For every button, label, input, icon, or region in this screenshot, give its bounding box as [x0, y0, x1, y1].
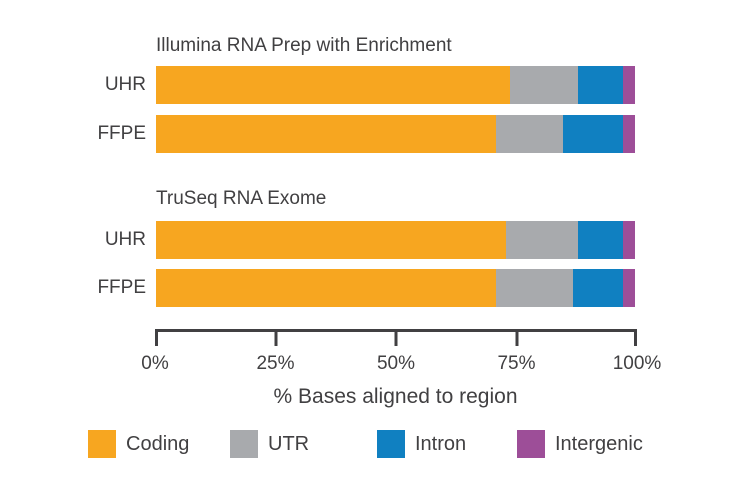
stacked-bar [156, 115, 635, 153]
group-title: Illumina RNA Prep with Enrichment [156, 35, 452, 56]
segment-intron [563, 115, 623, 153]
segment-utr [510, 66, 578, 104]
segment-utr [496, 115, 564, 153]
legend-swatch-coding [88, 430, 116, 458]
segment-intergenic [623, 221, 635, 259]
tick-mark [274, 329, 277, 346]
segment-coding [156, 269, 497, 307]
legend-item-coding: Coding [88, 430, 189, 458]
segment-coding [156, 66, 511, 104]
stacked-bar [156, 66, 635, 104]
legend-swatch-utr [230, 430, 258, 458]
legend-swatch-intron [377, 430, 405, 458]
tick-label: 50% [376, 353, 416, 374]
legend-label: UTR [268, 432, 310, 455]
x-axis [155, 329, 637, 349]
tick-label: 25% [256, 353, 295, 374]
legend-label: Coding [126, 432, 190, 455]
row-label: UHR [104, 229, 146, 250]
tick-label: 0% [141, 353, 169, 374]
segment-coding [156, 221, 506, 259]
stacked-bar [156, 221, 635, 259]
legend-item-intergenic: Intergenic [517, 430, 643, 458]
legend-label: Intron [415, 432, 467, 455]
row-label: UHR [104, 74, 146, 95]
segment-intron [572, 269, 623, 307]
legend-label: Intergenic [555, 432, 643, 455]
row-label: FFPE [97, 123, 146, 144]
segment-utr [505, 221, 578, 259]
group-title: TruSeq RNA Exome [156, 188, 327, 209]
tick-mark [515, 329, 518, 346]
segment-intergenic [622, 269, 635, 307]
legend-swatch-intergenic [517, 430, 545, 458]
tick-label: 100% [612, 353, 662, 374]
segment-coding [156, 115, 497, 153]
row-label: FFPE [97, 277, 146, 298]
segment-intron [577, 66, 623, 104]
segment-intergenic [623, 66, 635, 104]
x-axis-title: % Bases aligned to region [273, 385, 518, 408]
segment-utr [496, 269, 573, 307]
segment-intergenic [623, 115, 635, 153]
segment-intron [577, 221, 623, 259]
tick-label: 75% [497, 353, 536, 374]
legend-item-utr: UTR [230, 430, 309, 458]
tick-mark [634, 329, 637, 346]
tick-mark [155, 329, 158, 346]
legend-item-intron: Intron [377, 430, 466, 458]
legend: Coding UTR Intron Intergenic [0, 430, 736, 460]
stacked-bar [156, 269, 635, 307]
tick-mark [394, 329, 398, 346]
x-axis-tick-labels: 0% 25% 50% 75% 100% [141, 353, 661, 377]
